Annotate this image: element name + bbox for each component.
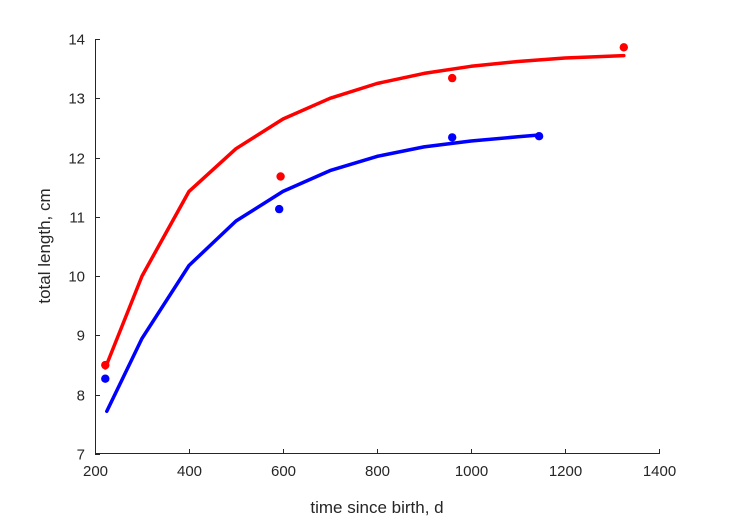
y-tick-label: 8	[77, 388, 85, 405]
ticks: 200 400 600 800 1000 1200 1400 7 8 9 10 11 12 13 14	[68, 32, 676, 481]
data-point	[448, 133, 457, 142]
data-point	[534, 132, 544, 141]
x-tick-label: 1400	[643, 463, 676, 480]
data-point	[101, 374, 110, 383]
data-markers	[101, 43, 628, 383]
y-tick-label: 11	[69, 210, 85, 227]
fit-line-2	[105, 133, 541, 414]
y-tick-label: 14	[68, 32, 85, 49]
y-axis-label: total length, cm	[35, 188, 54, 303]
y-tick-label: 9	[77, 328, 85, 345]
data-point	[275, 204, 284, 214]
y-tick-label: 12	[68, 151, 85, 168]
x-tick-label: 1200	[549, 463, 582, 480]
y-tick-label: 7	[77, 447, 85, 464]
y-tick-label: 10	[68, 269, 85, 286]
fit-lines	[103, 53, 626, 414]
data-point	[276, 172, 285, 181]
x-tick-label: 1000	[455, 463, 488, 480]
x-tick-label: 200	[83, 463, 108, 480]
fit-line-1	[103, 53, 626, 370]
x-axis-label: time since birth, d	[310, 498, 443, 517]
y-tick-label: 13	[68, 91, 85, 108]
x-tick-label: 800	[365, 463, 390, 480]
axes	[95, 39, 659, 454]
x-tick-label: 400	[177, 463, 202, 480]
x-tick-label: 600	[271, 463, 296, 480]
data-point	[619, 43, 628, 52]
data-point	[101, 360, 110, 370]
data-point	[448, 73, 457, 83]
